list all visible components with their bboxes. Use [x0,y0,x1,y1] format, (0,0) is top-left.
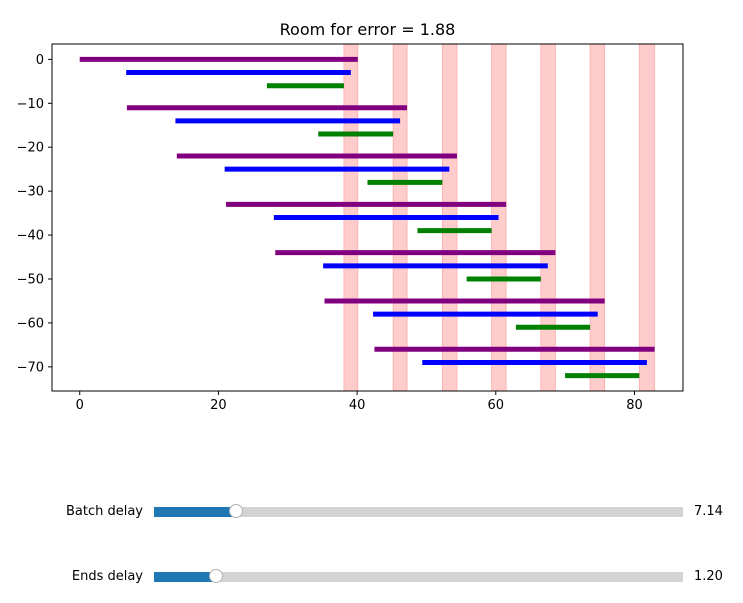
gantt-chart: Room for error = 1.88 0 20 40 60 80 0 −10 −20 −… [17,20,684,413]
y-tick-label: −70 [17,360,44,375]
batch-delay-track[interactable] [154,504,683,518]
x-tick-label: 60 [488,398,505,413]
y-tick-label: −20 [17,141,44,156]
ends-delay-fill [154,572,217,582]
ends-delay-track[interactable] [154,569,683,583]
x-axis-ticks: 0 20 40 60 80 [76,391,643,413]
task-bars [79,56,655,379]
ends-delay-handle[interactable] [208,569,223,583]
batch-delay-fill [154,507,238,517]
y-tick-label: −10 [17,97,44,112]
batch-delay-slider[interactable]: Batch delay 7.14 [0,500,743,524]
y-tick-label: −60 [17,316,44,331]
batch-delay-value: 7.14 [694,504,723,519]
x-tick-label: 40 [349,398,366,413]
y-tick-label: 0 [36,53,44,68]
error-band [638,43,655,392]
ends-delay-value: 1.20 [694,569,723,584]
error-band [540,43,556,392]
batch-delay-label: Batch delay [65,504,143,519]
ends-delay-slider[interactable]: Ends delay 1.20 [0,565,743,589]
y-axis-ticks: 0 −10 −20 −30 −40 −50 −60 −70 [17,53,52,375]
x-tick-label: 0 [76,398,84,413]
ends-delay-label: Ends delay [71,569,143,584]
error-band [589,43,606,392]
y-tick-label: −30 [17,185,44,200]
x-tick-label: 20 [210,398,227,413]
x-tick-label: 80 [626,398,643,413]
plot-frame [51,43,684,392]
y-tick-label: −50 [17,272,44,287]
y-tick-label: −40 [17,229,44,244]
batch-delay-handle[interactable] [229,504,244,518]
chart-title: Room for error = 1.88 [280,20,456,39]
